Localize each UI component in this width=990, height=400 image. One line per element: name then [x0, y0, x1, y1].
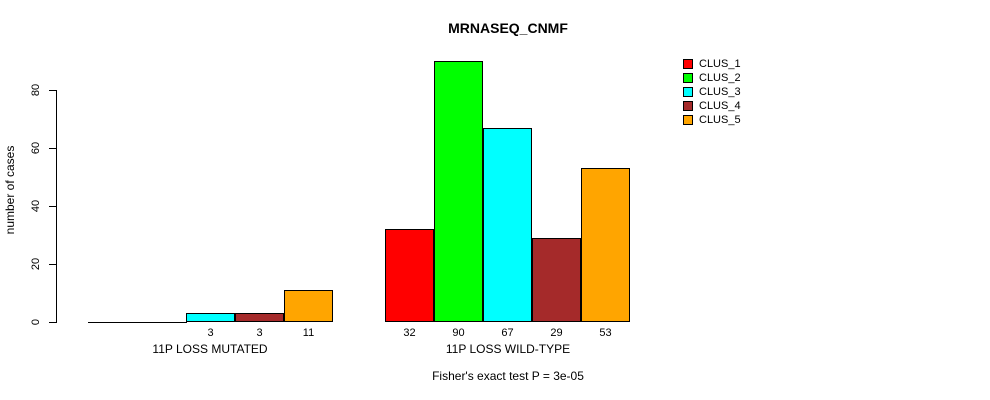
y-tick-mark-80 — [49, 90, 56, 91]
bar-clus_5-group2 — [581, 168, 630, 322]
bar-value-clus_4-group1: 3 — [256, 327, 263, 339]
legend-label-clus_3: CLUS_3 — [699, 85, 741, 98]
bar-clus_1-group1-zero — [88, 322, 138, 323]
bar-value-clus_3-group1: 3 — [207, 327, 214, 339]
legend: CLUS_1 CLUS_2 CLUS_3 CLUS_4 CLUS_5 — [683, 57, 741, 127]
bar-clus_5-group1 — [284, 290, 333, 322]
bar-clus_2-group1-zero — [137, 322, 187, 323]
bar-clus_3-group2 — [483, 128, 532, 322]
category-label-wild-type: 11P LOSS WILD-TYPE — [445, 342, 571, 356]
legend-row-clus_1: CLUS_1 — [683, 57, 741, 70]
fisher-test-annotation: Fisher's exact test P = 3e-05 — [432, 369, 584, 383]
legend-row-clus_4: CLUS_4 — [683, 99, 741, 112]
bar-value-clus_5-group2: 53 — [599, 327, 612, 339]
bar-value-clus_1-group2: 32 — [403, 327, 416, 339]
legend-swatch-clus_4 — [683, 100, 693, 111]
y-tick-label-20: 20 — [30, 257, 42, 271]
legend-row-clus_3: CLUS_3 — [683, 85, 741, 98]
y-axis-line — [56, 90, 57, 323]
category-label-mutated: 11P LOSS MUTATED — [152, 342, 268, 356]
chart-title: MRNASEQ_CNMF — [448, 20, 568, 36]
y-tick-mark-20 — [49, 264, 56, 265]
y-tick-label-60: 60 — [30, 141, 42, 155]
bar-clus_4-group2 — [532, 238, 581, 322]
legend-row-clus_5: CLUS_5 — [683, 113, 741, 126]
legend-swatch-clus_3 — [683, 86, 693, 97]
legend-swatch-clus_5 — [683, 114, 693, 125]
y-tick-mark-0 — [49, 322, 56, 323]
legend-swatch-clus_2 — [683, 72, 693, 83]
legend-label-clus_5: CLUS_5 — [699, 113, 741, 126]
bar-clus_1-group2 — [385, 229, 434, 322]
bar-value-clus_4-group2: 29 — [550, 327, 563, 339]
bar-value-clus_2-group2: 90 — [452, 327, 465, 339]
legend-label-clus_1: CLUS_1 — [699, 57, 741, 70]
bar-value-clus_5-group1: 11 — [302, 327, 315, 339]
legend-label-clus_4: CLUS_4 — [699, 99, 741, 112]
bar-value-clus_3-group2: 67 — [501, 327, 514, 339]
bar-clus_3-group1 — [186, 313, 235, 322]
y-tick-label-40: 40 — [30, 199, 42, 213]
bar-clus_4-group1 — [235, 313, 284, 322]
y-tick-label-80: 80 — [30, 83, 42, 97]
y-tick-mark-60 — [49, 148, 56, 149]
legend-swatch-clus_1 — [683, 58, 693, 69]
y-tick-label-0: 0 — [30, 318, 42, 326]
legend-row-clus_2: CLUS_2 — [683, 71, 741, 84]
y-axis-label: number of cases — [3, 145, 17, 235]
bar-clus_2-group2 — [434, 61, 483, 322]
y-tick-mark-40 — [49, 206, 56, 207]
legend-label-clus_2: CLUS_2 — [699, 71, 741, 84]
